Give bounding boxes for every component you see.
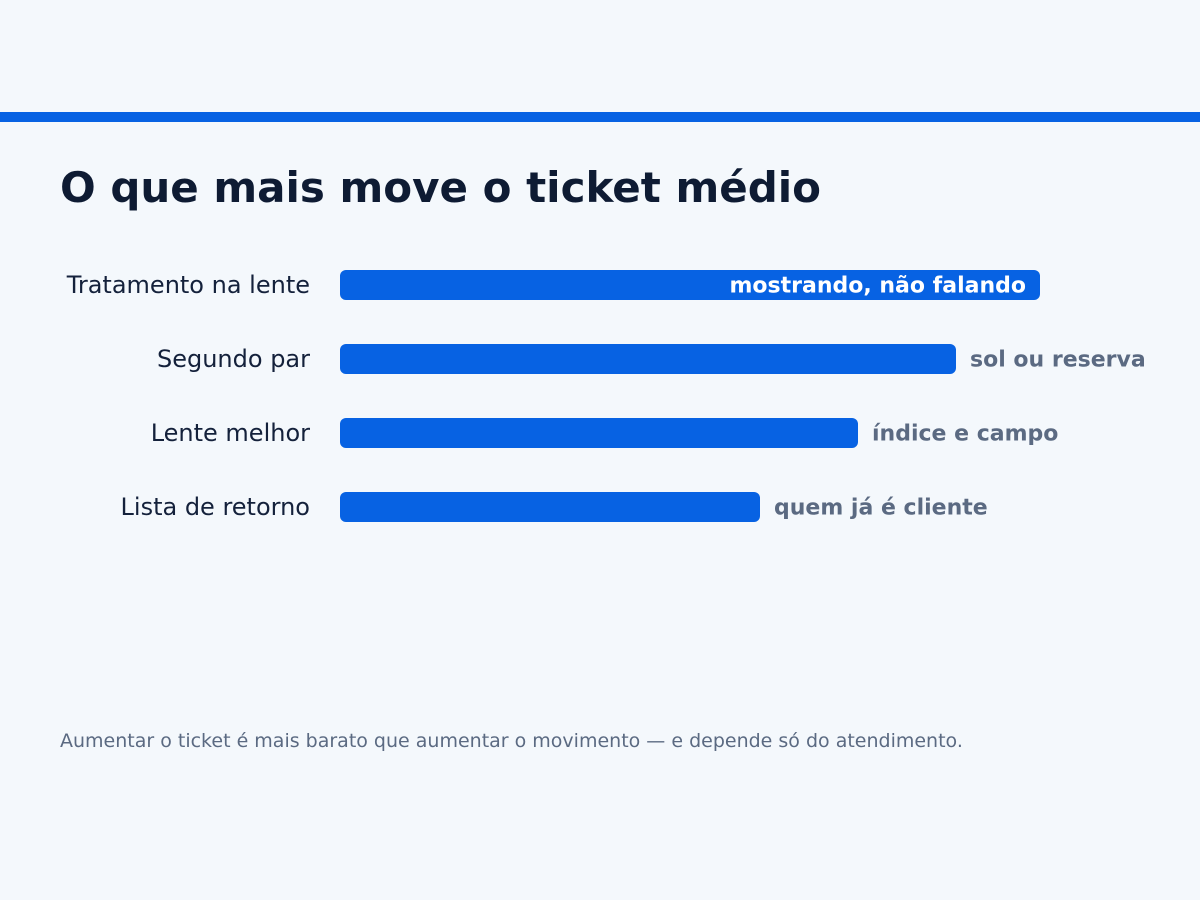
bar bbox=[340, 418, 858, 448]
bar-data-label: sol ou reserva bbox=[970, 348, 1146, 373]
category-label: Segundo par bbox=[157, 345, 310, 373]
bar-data-label: índice e campo bbox=[872, 422, 1058, 447]
category-label: Tratamento na lente bbox=[66, 271, 310, 299]
bar-data-label: quem já é cliente bbox=[774, 496, 988, 521]
bars-layer: Tratamento na lente mostrando, não faland… bbox=[66, 270, 1146, 522]
category-label: Lente melhor bbox=[151, 419, 310, 447]
category-label: Lista de retorno bbox=[121, 493, 310, 521]
bar bbox=[340, 270, 1040, 300]
footnote: Aumentar o ticket é mais barato que aume… bbox=[60, 730, 963, 752]
chart-title: O que mais move o ticket médio bbox=[60, 163, 822, 212]
bar-data-label: mostrando, não falando bbox=[730, 274, 1027, 299]
bar bbox=[340, 344, 956, 374]
bar bbox=[340, 492, 760, 522]
top-accent-rule bbox=[0, 112, 1200, 122]
